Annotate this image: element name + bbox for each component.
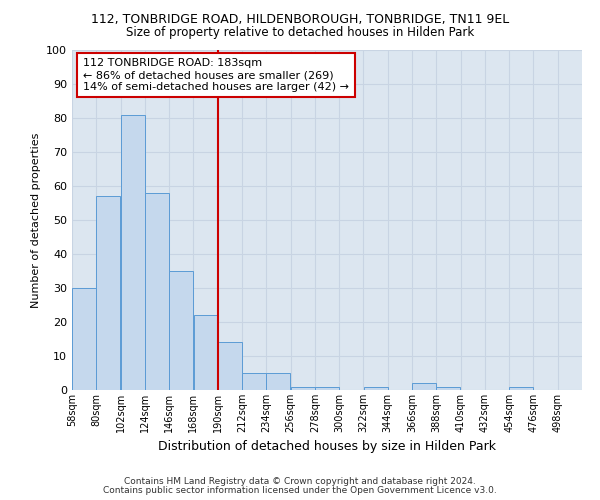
Text: 112 TONBRIDGE ROAD: 183sqm
← 86% of detached houses are smaller (269)
14% of sem: 112 TONBRIDGE ROAD: 183sqm ← 86% of deta… [83,58,349,92]
Bar [145,193,169,390]
Bar [291,386,314,390]
Bar [97,196,121,390]
Bar [436,386,460,390]
Bar [194,315,218,390]
Bar [315,386,339,390]
X-axis label: Distribution of detached houses by size in Hilden Park: Distribution of detached houses by size … [158,440,496,454]
Bar [412,383,436,390]
Text: 112, TONBRIDGE ROAD, HILDENBOROUGH, TONBRIDGE, TN11 9EL: 112, TONBRIDGE ROAD, HILDENBOROUGH, TONB… [91,12,509,26]
Bar [242,373,266,390]
Bar [266,373,290,390]
Bar [509,386,533,390]
Y-axis label: Number of detached properties: Number of detached properties [31,132,41,308]
Text: Contains public sector information licensed under the Open Government Licence v3: Contains public sector information licen… [103,486,497,495]
Bar [72,288,96,390]
Bar [169,271,193,390]
Bar [364,386,388,390]
Text: Size of property relative to detached houses in Hilden Park: Size of property relative to detached ho… [126,26,474,39]
Bar [121,114,145,390]
Text: Contains HM Land Registry data © Crown copyright and database right 2024.: Contains HM Land Registry data © Crown c… [124,477,476,486]
Bar [218,342,242,390]
